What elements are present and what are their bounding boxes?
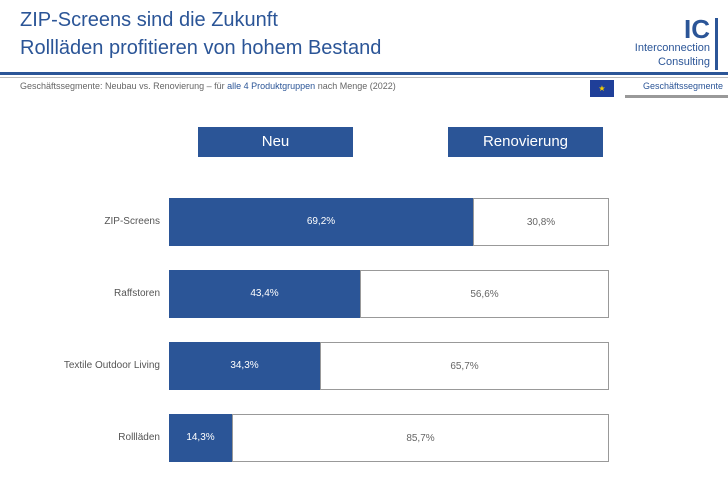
data-label: 56,6%: [470, 289, 499, 300]
bar-neu: 69,2%: [169, 198, 473, 246]
data-label: 14,3%: [186, 432, 215, 443]
category-label: Rollläden: [118, 432, 160, 443]
subtitle: Geschäftssegmente: Neubau vs. Renovierun…: [20, 81, 396, 91]
data-label: 85,7%: [406, 433, 435, 444]
header-rule: [0, 72, 728, 75]
legend-renovierung: Renovierung: [448, 127, 603, 157]
legend-neu: Neu: [198, 127, 353, 157]
section-label: Geschäftssegmente: [643, 81, 724, 91]
data-label: 43,4%: [250, 288, 279, 299]
section-underline: [625, 95, 728, 98]
bar-renovierung: 30,8%: [473, 198, 609, 246]
bar-renovierung: 65,7%: [320, 342, 609, 390]
eu-flag-icon: ★: [590, 80, 614, 97]
category-label: Raffstoren: [114, 288, 160, 299]
subtitle-highlight: alle 4 Produktgruppen: [227, 81, 316, 91]
bar-neu: 14,3%: [169, 414, 232, 462]
logo-letters: IC: [684, 14, 710, 44]
data-label: 34,3%: [230, 360, 259, 371]
bar-renovierung: 85,7%: [232, 414, 609, 462]
logo-line-1: Interconnection: [634, 42, 710, 54]
data-label: 65,7%: [450, 361, 479, 372]
subtitle-pre: Geschäftssegmente: Neubau vs. Renovierun…: [20, 81, 228, 91]
logo-line-2: Consulting: [658, 56, 710, 68]
category-label: ZIP-Screens: [104, 216, 160, 227]
category-label: Textile Outdoor Living: [63, 360, 160, 371]
data-label: 69,2%: [306, 216, 336, 227]
title-line-2: Rollläden profitieren von hohem Bestand: [20, 37, 382, 59]
bar-neu: 43,4%: [169, 270, 360, 318]
bar-neu: 34,3%: [169, 342, 320, 390]
subtitle-post: nach Menge (2022): [315, 81, 396, 91]
title-line-1: ZIP-Screens sind die Zukunft: [20, 9, 278, 31]
bar-renovierung: 56,6%: [360, 270, 609, 318]
header-rule-thin: [0, 77, 728, 78]
company-logo: IC Interconnection Consulting: [620, 16, 720, 72]
logo-bar: [715, 18, 718, 70]
data-label: 30,8%: [526, 217, 556, 228]
